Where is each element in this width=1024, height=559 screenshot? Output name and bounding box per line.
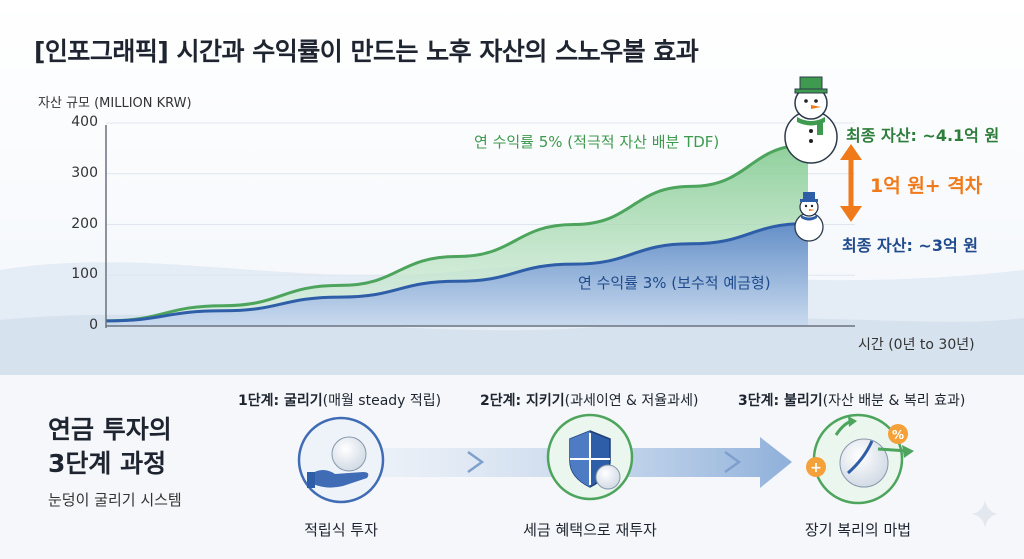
svg-text:+: + bbox=[810, 460, 822, 476]
y-tick-label: 0 bbox=[89, 317, 98, 333]
area-3pct bbox=[106, 223, 808, 326]
step3-label-bold: 3단계: 불리기 bbox=[738, 393, 823, 409]
step1-label-rest: (매월 steady 적립) bbox=[322, 393, 442, 409]
x-axis-label: 시간 (0년 to 30년) bbox=[858, 337, 975, 353]
sparkle-icon bbox=[972, 500, 998, 528]
gap-arrow bbox=[840, 144, 862, 222]
step2-label: 2단계: 지키기(과세이연 & 저율과세) bbox=[480, 390, 698, 410]
y-tick-label: 400 bbox=[71, 114, 98, 130]
gap-label: 1억 원+ 격차 bbox=[870, 175, 983, 197]
hand-snowball-icon bbox=[297, 416, 385, 504]
shield-icon bbox=[546, 413, 634, 501]
line-5pct bbox=[105, 143, 809, 323]
y-tick-label: 200 bbox=[71, 215, 98, 232]
process-subtitle: 눈덩이 굴리기 시스템 bbox=[48, 491, 182, 509]
process-title-line2: 3단계 과정 bbox=[48, 449, 167, 478]
process-title-line1: 연금 투자의 bbox=[48, 415, 172, 444]
step3-caption: 장기 복리의 마법 bbox=[804, 521, 912, 539]
snowman-large bbox=[784, 76, 838, 164]
y-tick-label: 300 bbox=[71, 164, 98, 181]
step1-caption: 적립식 투자 bbox=[304, 521, 378, 539]
process-title: 연금 투자의 3단계 과정 bbox=[48, 413, 172, 481]
y-axis-label: 자산 규모 (MILLION KRW) bbox=[38, 96, 192, 111]
final-asset-5pct: 최종 자산: ~4.1억 원 bbox=[846, 126, 1000, 145]
step2-label-rest: (과세이연 & 저율과세) bbox=[564, 393, 699, 409]
snowman-small bbox=[794, 192, 824, 242]
y-tick-label: 100 bbox=[71, 266, 98, 283]
step1-label: 1단계: 굴리기(매월 steady 적립) bbox=[238, 390, 441, 410]
step3-label-rest: (자산 배분 & 복리 효과) bbox=[822, 393, 966, 409]
final-asset-3pct: 최종 자산: ~3억 원 bbox=[842, 236, 978, 255]
growth-snowball-icon: + % bbox=[806, 413, 914, 505]
line-3pct bbox=[105, 222, 809, 323]
svg-text:%: % bbox=[892, 428, 904, 442]
page-title: [인포그래픽] 시간과 수익률이 만드는 노후 자산의 스노우볼 효과 bbox=[34, 37, 699, 66]
step2-label-bold: 2단계: 지키기 bbox=[480, 393, 565, 409]
step3-label: 3단계: 불리기(자산 배분 & 복리 효과) bbox=[738, 390, 965, 410]
legend-5pct: 연 수익률 5% (적극적 자산 배분 TDF) bbox=[474, 133, 720, 151]
step1-label-bold: 1단계: 굴리기 bbox=[238, 393, 323, 409]
legend-3pct: 연 수익률 3% (보수적 예금형) bbox=[578, 274, 771, 292]
snow-hill-front bbox=[0, 314, 1024, 375]
step2-caption: 세금 혜택으로 재투자 bbox=[523, 521, 657, 539]
